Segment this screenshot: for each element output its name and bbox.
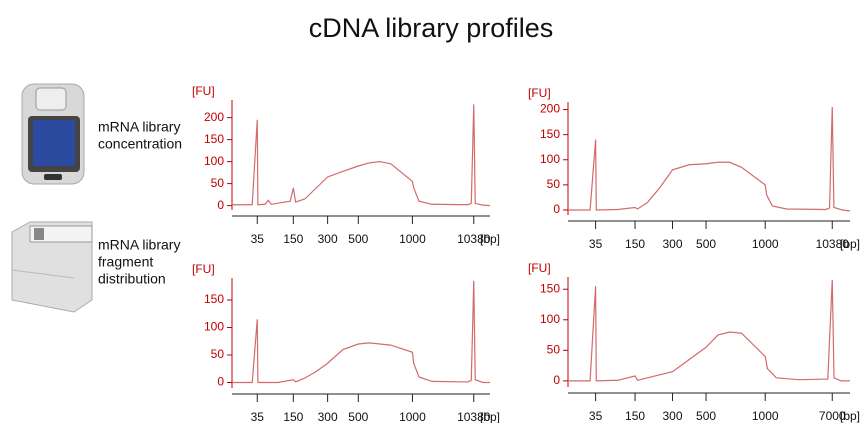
x-axis-label: [bp] bbox=[840, 409, 860, 423]
x-tick-label: 1000 bbox=[399, 410, 426, 423]
y-tick-label: 150 bbox=[204, 292, 224, 306]
y-axis-label: [FU] bbox=[528, 261, 551, 275]
y-tick-label: 50 bbox=[547, 343, 561, 357]
x-tick-label: 150 bbox=[625, 409, 645, 423]
x-axis-label: [bp] bbox=[480, 232, 500, 246]
x-tick-label: 7000 bbox=[819, 409, 846, 423]
x-tick-label: 35 bbox=[251, 410, 265, 423]
y-tick-label: 50 bbox=[211, 347, 225, 361]
y-tick-label: 100 bbox=[204, 154, 224, 168]
y-tick-label: 0 bbox=[553, 373, 560, 387]
y-tick-label: 100 bbox=[540, 152, 560, 166]
electropherogram: [FU] [bp] 0 50 100 150 200 35 150 300 500 1000 10380 bbox=[192, 84, 500, 246]
x-axis-label: [bp] bbox=[480, 410, 500, 423]
y-tick-label: 50 bbox=[211, 176, 225, 190]
electropherogram: [FU] [bp] 0 50 100 150 200 35 150 300 500 1000 10380 bbox=[528, 86, 860, 251]
x-tick-label: 300 bbox=[663, 237, 683, 251]
x-tick-label: 35 bbox=[251, 232, 265, 246]
y-tick-label: 150 bbox=[540, 281, 560, 295]
x-tick-label: 1000 bbox=[752, 237, 779, 251]
device-label: distribution bbox=[98, 271, 166, 287]
y-tick-label: 0 bbox=[217, 375, 224, 389]
x-tick-label: 150 bbox=[625, 237, 645, 251]
x-tick-label: 35 bbox=[589, 409, 603, 423]
y-axis-label: [FU] bbox=[192, 84, 215, 98]
electropherogram: [FU] [bp] 0 50 100 150 35 150 300 500 1000 7000 bbox=[528, 261, 860, 423]
x-tick-label: 500 bbox=[696, 237, 716, 251]
device-label: fragment bbox=[98, 254, 153, 270]
y-tick-label: 100 bbox=[204, 320, 224, 334]
y-tick-label: 200 bbox=[540, 102, 560, 116]
x-tick-label: 500 bbox=[696, 409, 716, 423]
y-tick-label: 150 bbox=[204, 132, 224, 146]
trace bbox=[232, 280, 490, 384]
x-tick-label: 300 bbox=[318, 410, 338, 423]
device-label: mRNA library bbox=[98, 119, 180, 135]
x-axis-label: [bp] bbox=[840, 237, 860, 251]
x-tick-label: 150 bbox=[283, 232, 303, 246]
y-tick-label: 200 bbox=[204, 110, 224, 124]
electropherogram: [FU] [bp] 0 50 100 150 35 150 300 500 1000 10380 bbox=[192, 262, 500, 423]
x-tick-label: 10380 bbox=[816, 237, 850, 251]
device-label: mRNA library bbox=[98, 237, 180, 253]
y-axis-label: [FU] bbox=[528, 86, 551, 100]
x-tick-label: 10380 bbox=[457, 410, 491, 423]
y-tick-label: 0 bbox=[553, 202, 560, 216]
trace bbox=[568, 280, 850, 382]
y-tick-label: 100 bbox=[540, 312, 560, 326]
x-tick-label: 10380 bbox=[457, 232, 491, 246]
trace bbox=[568, 107, 851, 212]
trace bbox=[232, 104, 491, 207]
y-tick-label: 50 bbox=[547, 177, 561, 191]
y-axis-label: [FU] bbox=[192, 262, 215, 276]
x-tick-label: 300 bbox=[663, 409, 683, 423]
x-tick-label: 1000 bbox=[399, 232, 426, 246]
device-label: concentration bbox=[98, 136, 182, 152]
y-tick-label: 150 bbox=[540, 127, 560, 141]
x-tick-label: 35 bbox=[589, 237, 603, 251]
x-tick-label: 150 bbox=[283, 410, 303, 423]
figure-title: cDNA library profiles bbox=[309, 13, 554, 43]
x-tick-label: 300 bbox=[318, 232, 338, 246]
x-tick-label: 500 bbox=[348, 410, 368, 423]
device-icon bbox=[11, 221, 93, 313]
x-tick-label: 500 bbox=[348, 232, 368, 246]
device-icon bbox=[21, 83, 85, 185]
x-tick-label: 1000 bbox=[752, 409, 779, 423]
y-tick-label: 0 bbox=[217, 198, 224, 212]
